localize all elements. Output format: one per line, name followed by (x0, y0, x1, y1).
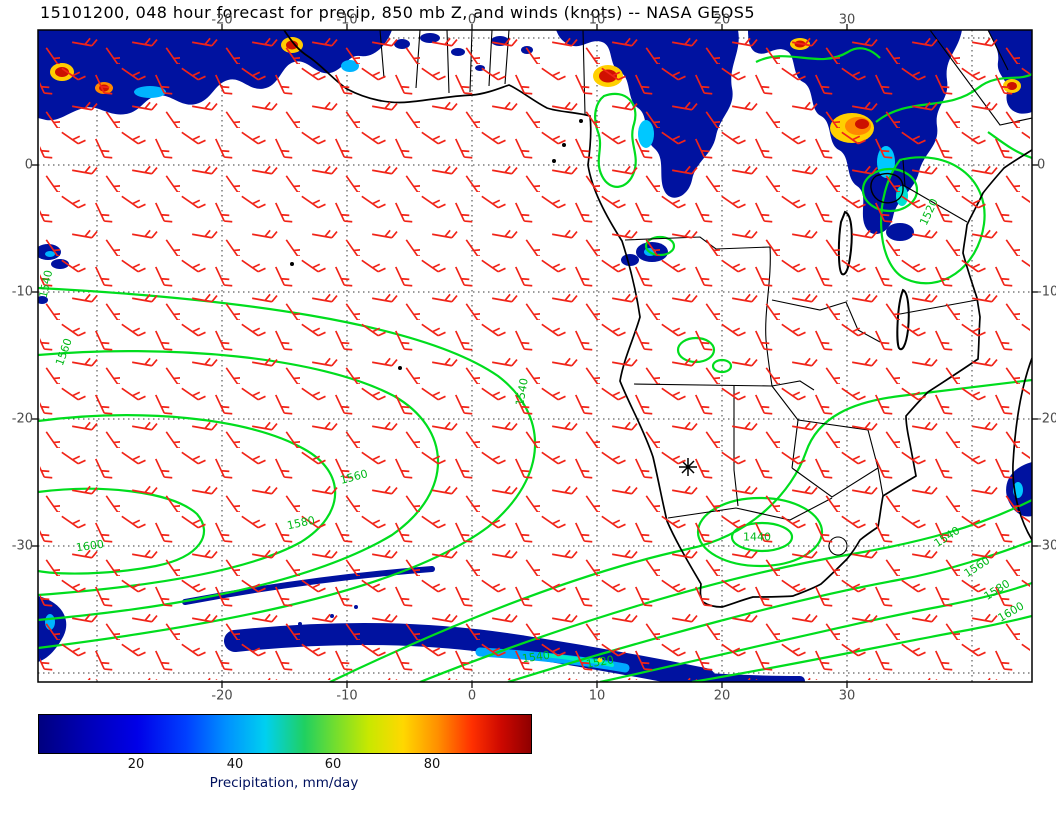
x-tick-bottom: 0 (467, 688, 477, 704)
y-tick-left: -30 (11, 538, 33, 554)
colorbar-tick: 40 (226, 757, 244, 772)
x-tick-top: 0 (467, 12, 477, 28)
colorbar-tick: 80 (423, 757, 441, 772)
x-tick-bottom: -10 (336, 688, 358, 704)
x-tick-top: 20 (713, 12, 731, 28)
x-tick-top: -20 (211, 12, 233, 28)
colorbar-tick: 60 (324, 757, 342, 772)
y-tick-right: 0 (1037, 157, 1046, 173)
x-tick-top: -10 (336, 12, 358, 28)
colorbar-caption: Precipitation, mm/day (209, 775, 359, 791)
contour-label: 1440 (743, 530, 771, 544)
colorbar-gradient (38, 714, 532, 754)
y-tick-right: -30 (1037, 538, 1056, 554)
y-tick-right: -20 (1037, 411, 1056, 427)
x-tick-top: 10 (588, 12, 606, 28)
wind-barbs (40, 32, 1030, 680)
y-tick-left: -20 (11, 411, 33, 427)
x-tick-top: 30 (838, 12, 856, 28)
colorbar-tick: 20 (127, 757, 145, 772)
y-tick-right: -10 (1037, 284, 1056, 300)
y-tick-left: 0 (24, 157, 33, 173)
plot-frame (32, 24, 1038, 688)
plot-title: 15101200, 048 hour forecast for precip, … (40, 3, 755, 22)
x-tick-bottom: -20 (211, 688, 233, 704)
x-tick-bottom: 20 (713, 688, 731, 704)
x-tick-bottom: 10 (588, 688, 606, 704)
x-tick-bottom: 30 (838, 688, 856, 704)
y-tick-left: -10 (11, 284, 33, 300)
